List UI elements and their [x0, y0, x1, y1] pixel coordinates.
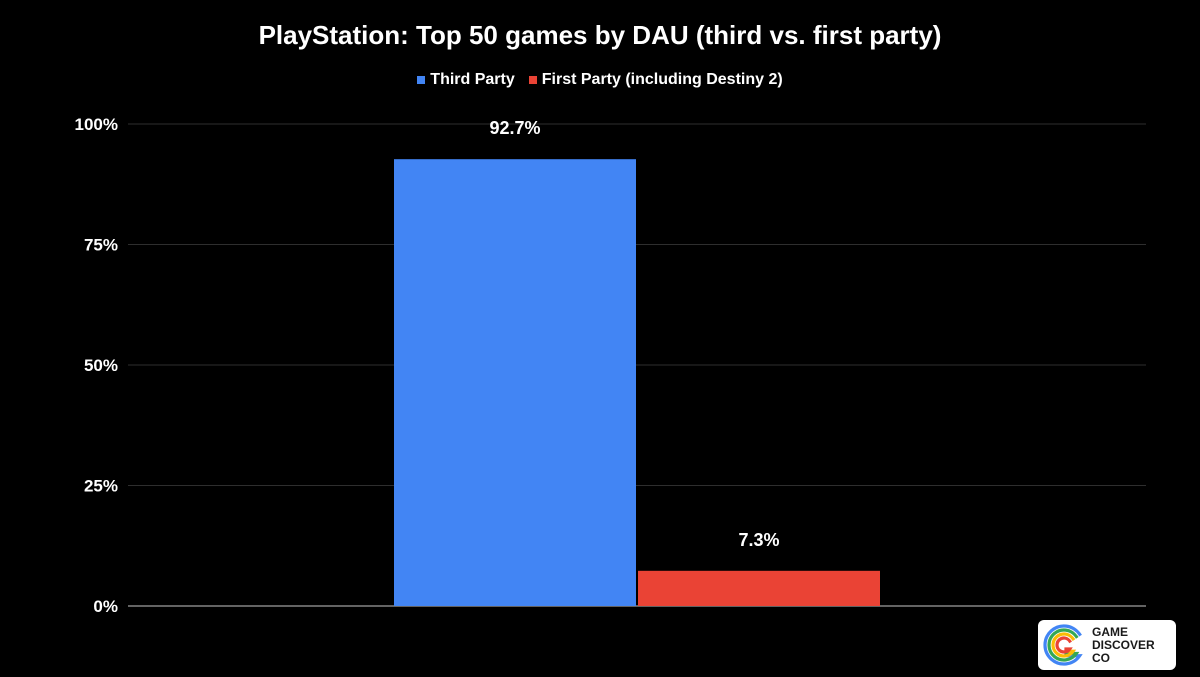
y-tick-label: 0%: [93, 597, 118, 616]
game-discover-co-logo: GAME DISCOVER CO: [1038, 620, 1176, 670]
legend-item-third-party: Third Party: [417, 71, 515, 89]
y-tick-label: 25%: [84, 477, 118, 496]
logo-arc: [1047, 628, 1080, 662]
legend-swatch-first-party: [528, 76, 537, 84]
chart-legend: Third Party First Party (including Desti…: [0, 71, 1200, 89]
legend-label-first-party: First Party (including Destiny 2): [541, 71, 783, 88]
logo-arc: [1051, 632, 1077, 658]
legend-label-third-party: Third Party: [430, 71, 515, 88]
y-tick-label: 100%: [75, 115, 118, 134]
logo-text-line-3: CO: [1092, 650, 1110, 665]
bar-first-party: [638, 570, 880, 606]
bar-third-party: [394, 159, 636, 606]
logo-text-line-1: GAME: [1092, 624, 1128, 639]
data-label: 92.7%: [489, 118, 540, 138]
game-discover-co-logo-icon: [1043, 624, 1083, 666]
y-tick-label: 75%: [84, 236, 118, 255]
logo-text: GAME DISCOVER CO: [1092, 624, 1155, 665]
y-tick-label: 50%: [84, 356, 118, 375]
logo-arc: [1055, 636, 1073, 654]
chart-title: PlayStation: Top 50 games by DAU (third …: [258, 20, 942, 50]
legend-swatch-third-party: [417, 76, 426, 84]
logo-text-line-2: DISCOVER: [1092, 637, 1155, 652]
logo-arc: [1043, 624, 1083, 666]
legend-item-first-party: First Party (including Destiny 2): [528, 71, 783, 89]
data-label: 7.3%: [738, 530, 779, 550]
